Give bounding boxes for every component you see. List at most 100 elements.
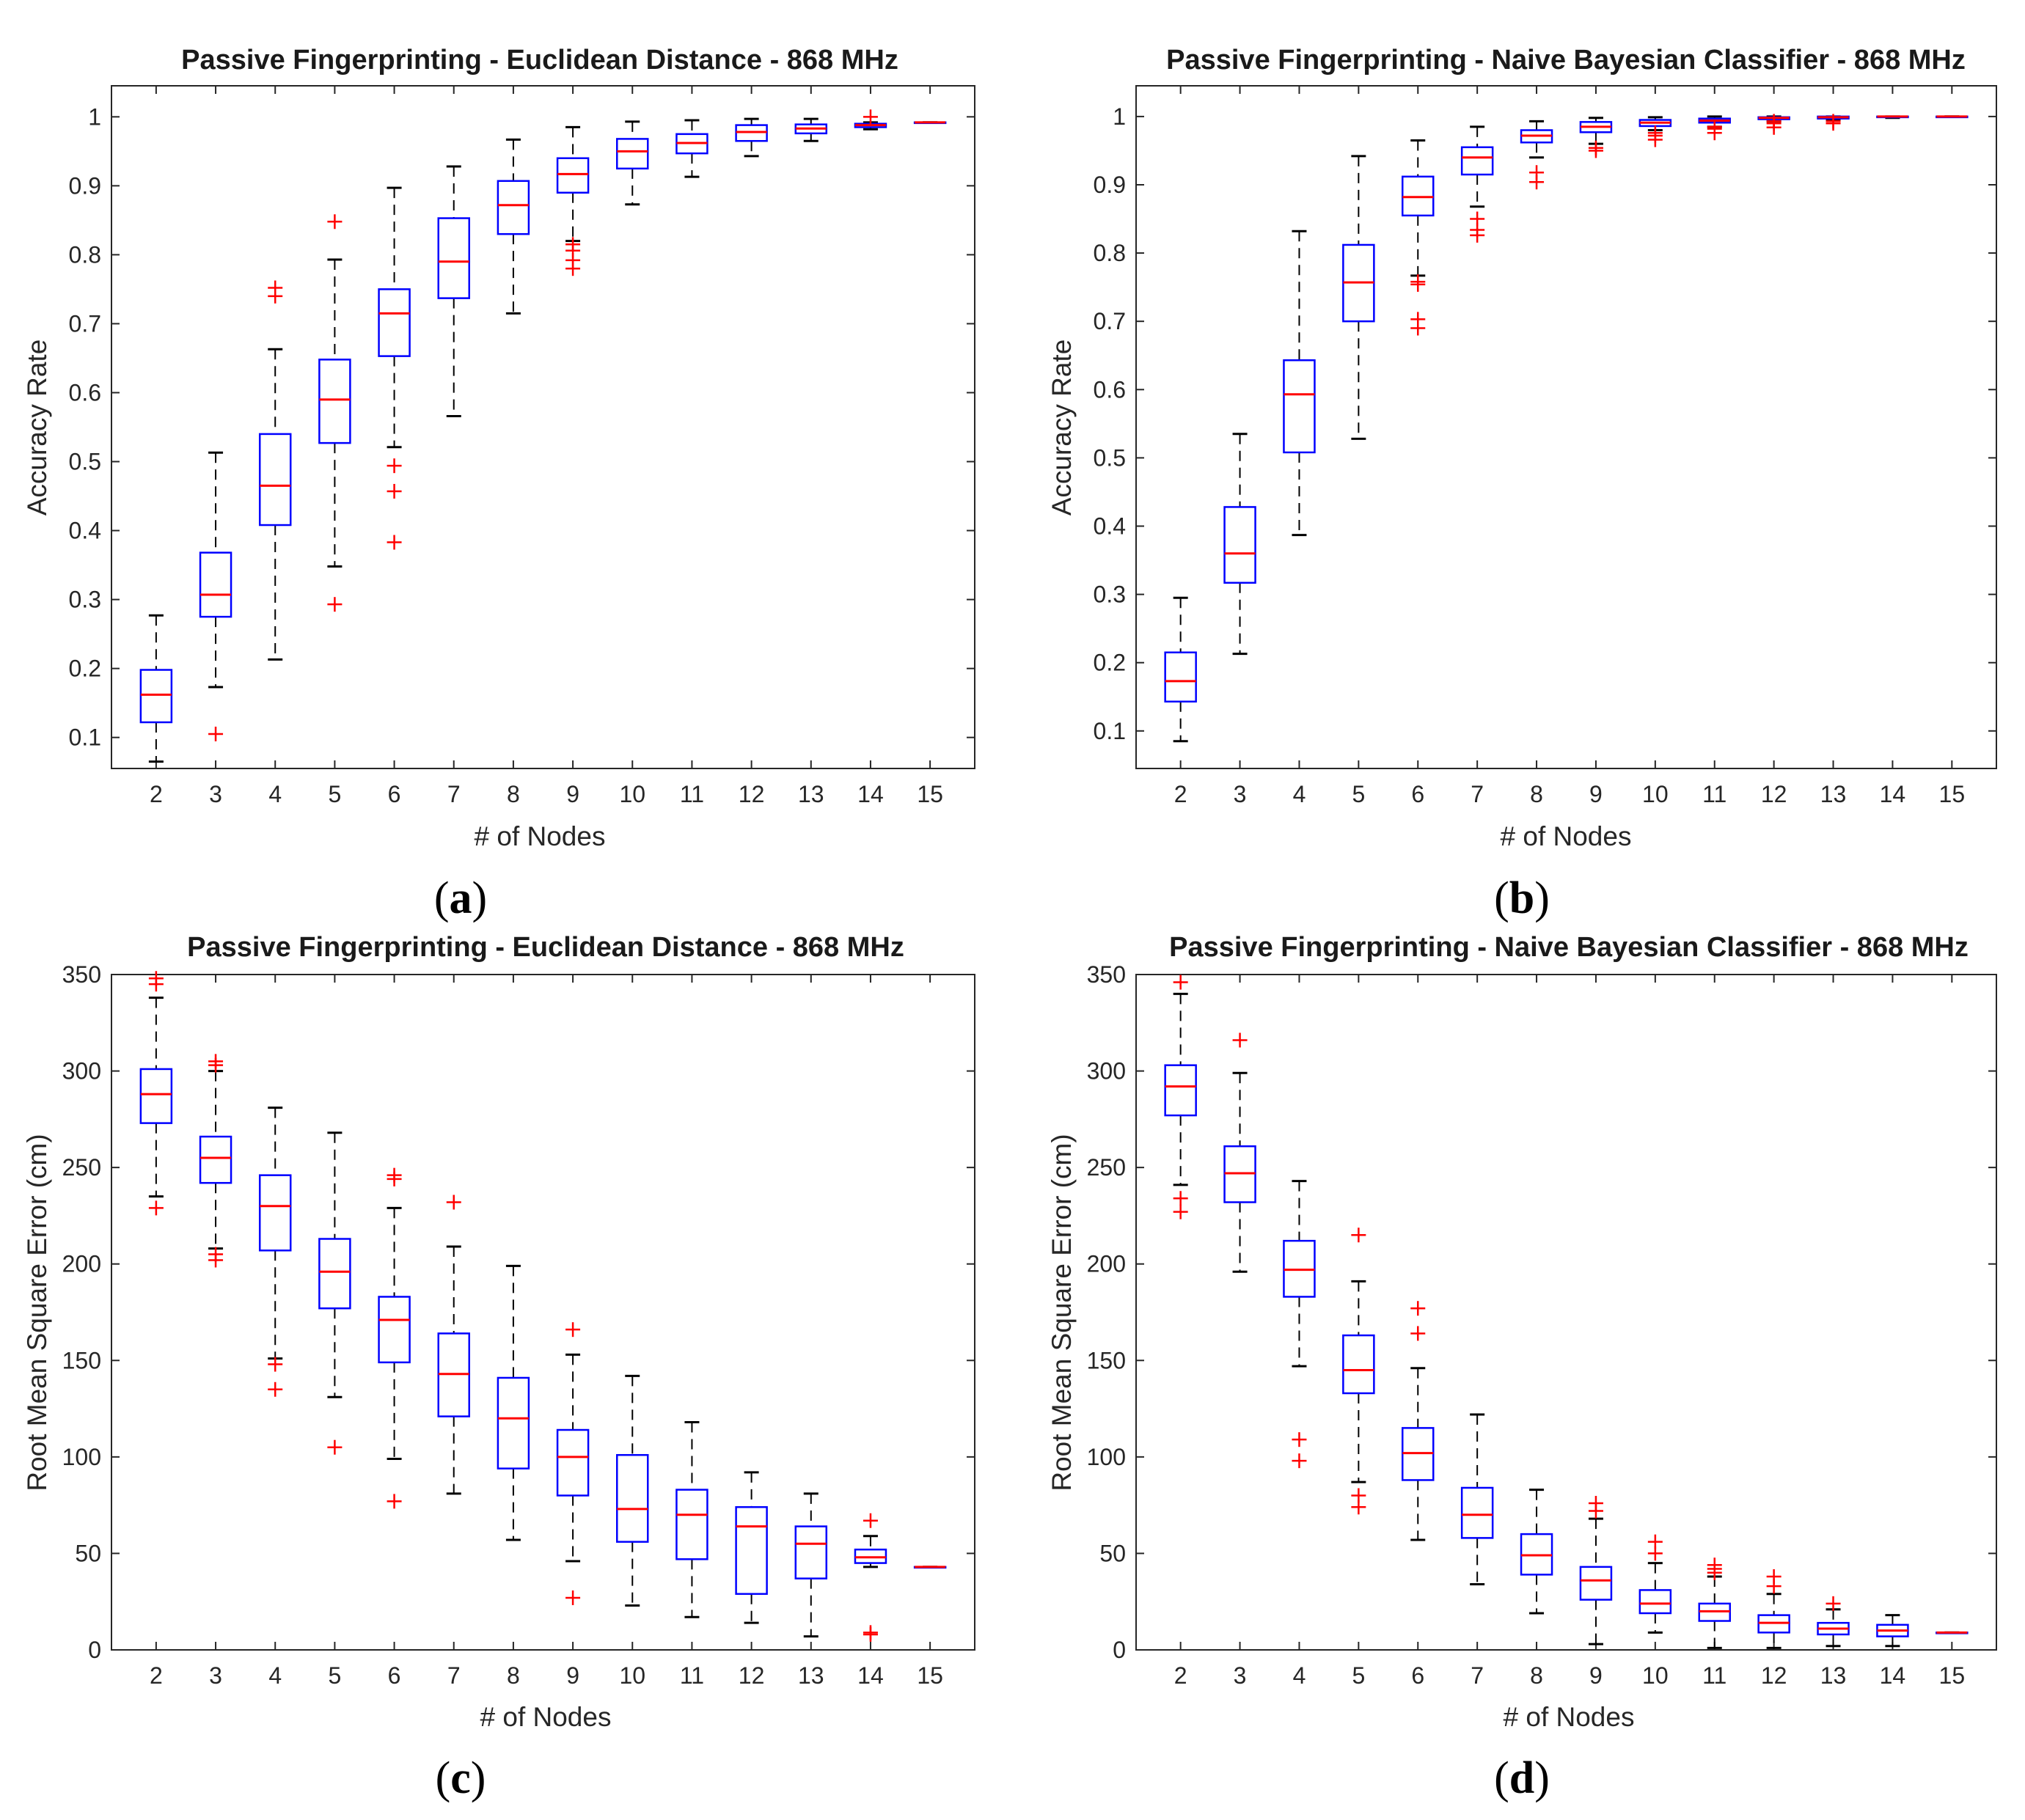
x-tick-label: 5 [328,781,341,807]
y-tick-label: 0.4 [69,518,101,544]
x-tick-label: 3 [1234,781,1247,807]
y-tick-label: 250 [1087,1154,1126,1181]
outlier-marker [1647,1534,1663,1549]
x-tick-label: 9 [1589,1662,1603,1689]
y-tick-label: 0.2 [1094,650,1126,676]
x-tick-label: 12 [1761,781,1787,807]
outlier-marker [268,280,283,296]
box-plot-9 [556,125,590,276]
outlier-marker [148,1200,164,1216]
outlier-marker [863,109,878,125]
y-tick-label: 0.9 [1094,172,1126,198]
iqr-box [1164,651,1197,703]
x-tick-label: 7 [447,1662,461,1689]
outlier-marker [327,597,343,612]
outlier-marker [208,1247,224,1262]
iqr-box [1223,506,1256,584]
iqr-box [675,1489,708,1560]
outlier-marker [1173,1191,1188,1206]
x-tick-label: 7 [447,781,461,807]
box-plot-3 [199,1054,232,1268]
outlier-marker [446,1195,461,1210]
x-tick-label: 10 [1642,1662,1669,1689]
y-tick-label: 300 [62,1058,101,1085]
panel-title: Passive Fingerprinting - Euclidean Dista… [181,45,898,76]
y-tick-label: 0.7 [69,310,101,337]
box-plot-12 [1757,1569,1790,1649]
box-plot-14 [1876,115,1909,120]
box-plot-12 [1757,114,1790,135]
y-tick-label: 0.1 [1094,718,1126,744]
panel-caption: (d) [1494,1753,1550,1803]
box-plot-13 [1817,1596,1850,1648]
plot-frame [111,974,975,1651]
x-tick-label: 11 [680,1662,704,1689]
x-tick-label: 9 [566,1662,579,1689]
iqr-box [794,1525,828,1579]
box-plot-6 [378,186,411,550]
x-axis-label: # of Nodes [1501,821,1632,851]
box-plot-10 [616,120,649,206]
x-tick-label: 5 [1352,1662,1365,1689]
panel-b: Passive Fingerprinting - Naive Bayesian … [1047,45,1997,923]
box-plot-5 [318,1131,351,1455]
x-tick-label: 4 [1293,1662,1306,1689]
x-tick-label: 5 [1352,781,1365,807]
y-tick-label: 350 [1087,961,1126,988]
x-tick-label: 2 [150,1662,163,1689]
x-tick-label: 4 [1293,781,1306,807]
outlier-marker [1826,1596,1841,1611]
iqr-box [258,1174,292,1252]
box-plot-10 [1638,1534,1672,1634]
y-tick-label: 0.5 [1094,444,1126,471]
y-axis-label: Root Mean Square Error (cm) [1047,1134,1077,1491]
x-tick-label: 9 [566,781,579,807]
box-plot-3 [1223,433,1256,656]
y-tick-label: 0.5 [69,449,101,475]
iqr-box [616,1453,649,1543]
outlier-marker [208,726,224,741]
box-plot-13 [794,117,828,142]
outlier-marker [1766,114,1782,129]
outlier-marker [268,1357,283,1372]
outlier-marker [208,1054,224,1069]
x-tick-label: 15 [1939,781,1966,807]
outlier-marker [1351,1228,1366,1243]
box-plot-14 [1876,1614,1909,1648]
panel-title: Passive Fingerprinting - Naive Bayesian … [1166,45,1966,76]
x-tick-label: 2 [1174,781,1187,807]
y-tick-label: 0.3 [1094,581,1126,608]
y-tick-label: 250 [62,1154,101,1181]
iqr-box [497,1376,530,1469]
iqr-box [437,217,470,299]
x-tick-label: 11 [1702,781,1726,807]
box-plot-6 [1402,1301,1435,1541]
box-plot-11 [1698,1557,1731,1649]
y-tick-label: 350 [62,961,101,988]
outlier-marker [1292,1453,1307,1469]
box-plot-4 [258,1107,292,1397]
y-tick-label: 50 [75,1540,101,1566]
x-tick-label: 15 [917,1662,943,1689]
outlier-marker [1410,1301,1426,1316]
iqr-box [139,669,173,724]
x-tick-label: 13 [1820,781,1847,807]
box-plot-15 [913,1566,947,1569]
x-tick-label: 14 [857,1662,884,1689]
x-tick-label: 2 [1174,1662,1187,1689]
y-tick-label: 0.2 [69,656,101,682]
x-tick-label: 8 [1530,1662,1543,1689]
plot-frame [111,85,975,769]
box-plot-2 [139,614,173,763]
box-plot-8 [497,1264,530,1541]
box-plot-10 [616,1374,649,1607]
y-tick-label: 100 [1087,1444,1126,1470]
box-plot-6 [378,1167,411,1509]
outlier-marker [1232,1032,1248,1048]
x-tick-label: 13 [798,1662,824,1689]
box-plot-7 [1460,1413,1494,1586]
panel-title: Passive Fingerprinting - Euclidean Dista… [187,932,904,963]
y-tick-label: 0.9 [69,172,101,199]
x-tick-label: 10 [619,1662,645,1689]
outlier-marker [387,535,402,550]
